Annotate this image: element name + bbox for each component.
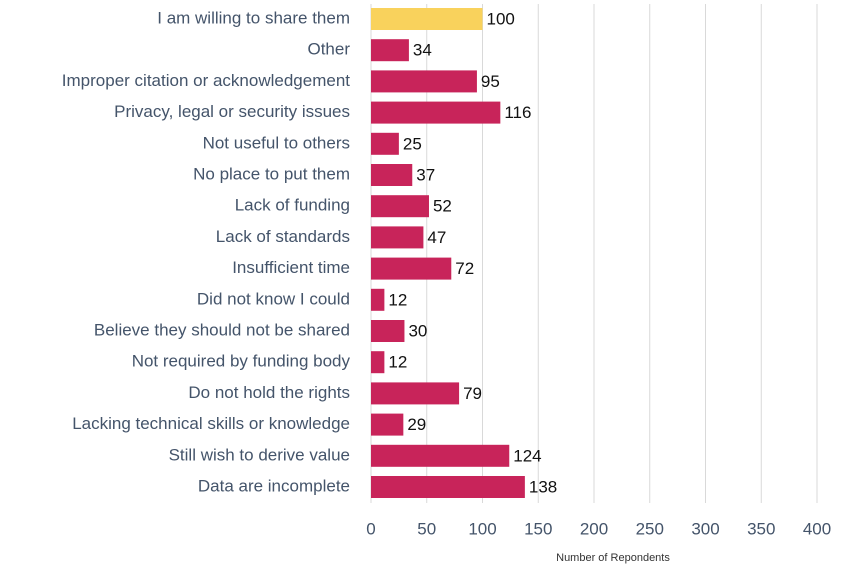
bar bbox=[371, 351, 385, 374]
y-tick-label: Believe they should not be shared bbox=[94, 320, 350, 339]
data-label: 95 bbox=[481, 72, 500, 91]
bar bbox=[371, 195, 429, 218]
x-tick-label: 50 bbox=[417, 519, 436, 538]
data-label: 37 bbox=[416, 165, 435, 184]
bar bbox=[371, 39, 409, 62]
bar bbox=[371, 320, 405, 342]
y-tick-label: No place to put them bbox=[193, 164, 350, 183]
data-label: 79 bbox=[463, 384, 482, 403]
data-label: 100 bbox=[487, 9, 515, 28]
x-axis-title: Number of Repondents bbox=[556, 552, 670, 564]
y-tick-label: Not useful to others bbox=[203, 133, 350, 152]
data-label: 25 bbox=[403, 134, 422, 153]
bar bbox=[371, 164, 413, 186]
x-tick-label: 0 bbox=[366, 519, 375, 538]
data-label: 116 bbox=[504, 103, 531, 122]
data-label: 30 bbox=[408, 321, 427, 340]
bar bbox=[371, 382, 460, 405]
bar bbox=[371, 132, 399, 155]
x-tick-label: 150 bbox=[524, 519, 552, 538]
data-label: 12 bbox=[388, 290, 407, 309]
y-tick-label: Other bbox=[307, 40, 350, 59]
bar bbox=[371, 226, 424, 249]
y-tick-label: Do not hold the rights bbox=[188, 383, 350, 402]
bar bbox=[371, 257, 452, 280]
data-label: 124 bbox=[513, 446, 541, 465]
y-tick-label: Insufficient time bbox=[232, 258, 350, 277]
bar bbox=[371, 101, 501, 124]
data-label: 29 bbox=[407, 415, 426, 434]
x-tick-label: 400 bbox=[803, 519, 831, 538]
bar bbox=[371, 476, 525, 498]
x-tick-label: 200 bbox=[580, 519, 608, 538]
x-tick-label: 250 bbox=[636, 519, 664, 538]
y-tick-label: Lack of funding bbox=[235, 196, 350, 215]
data-label: 52 bbox=[433, 197, 452, 216]
y-tick-label: Still wish to derive value bbox=[169, 445, 350, 464]
bar bbox=[371, 8, 483, 30]
data-label: 138 bbox=[529, 477, 557, 496]
y-tick-label: Did not know I could bbox=[197, 289, 350, 308]
bar bbox=[371, 413, 404, 436]
y-tick-label: Lack of standards bbox=[216, 227, 350, 246]
data-label: 72 bbox=[455, 259, 474, 278]
y-tick-label: Privacy, legal or security issues bbox=[114, 102, 350, 121]
x-tick-label: 350 bbox=[747, 519, 775, 538]
bar bbox=[371, 288, 385, 311]
y-tick-label: Lacking technical skills or knowledge bbox=[72, 414, 350, 433]
y-tick-label: Data are incomplete bbox=[198, 476, 350, 495]
y-tick-label: Not required by funding body bbox=[132, 352, 351, 371]
x-tick-label: 100 bbox=[468, 519, 496, 538]
data-label: 47 bbox=[427, 228, 446, 247]
data-label: 12 bbox=[388, 353, 407, 372]
bar bbox=[371, 444, 510, 467]
bar bbox=[371, 70, 477, 93]
x-tick-label: 300 bbox=[691, 519, 719, 538]
y-tick-label: Improper citation or acknowledgement bbox=[62, 71, 350, 90]
y-tick-label: I am willing to share them bbox=[157, 8, 350, 27]
data-label: 34 bbox=[413, 41, 432, 60]
